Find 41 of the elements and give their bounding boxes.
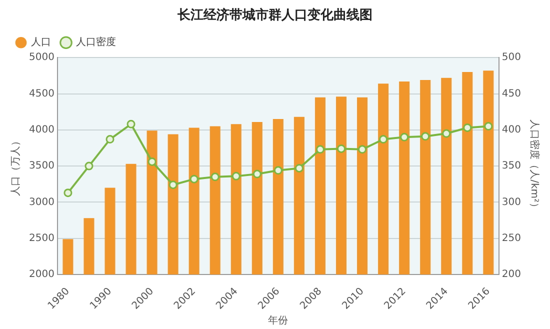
y2-tick-label: 400: [502, 124, 522, 136]
point: [294, 164, 304, 172]
chart-title: 长江经济带城市群人口变化曲线图: [176, 7, 372, 24]
x-axis-title: 年份: [268, 314, 288, 327]
y-tick-label: 4500: [28, 88, 54, 100]
point: [168, 180, 178, 190]
point: [126, 120, 136, 128]
point: [400, 132, 409, 142]
point: [463, 123, 472, 132]
y-tick-label: 5000: [28, 52, 54, 64]
y-tick-label: 2500: [28, 232, 54, 244]
point: [442, 129, 451, 138]
y-tick-label: 4000: [28, 124, 54, 136]
y-axis-title: 人口（万人）: [10, 136, 22, 196]
y2-tick-label: 200: [502, 269, 522, 280]
y2-tick-label: 300: [502, 196, 522, 208]
point: [379, 135, 388, 144]
y2-tick-label: 250: [502, 232, 522, 244]
point: [148, 157, 156, 166]
point: [190, 174, 198, 184]
point: [84, 162, 94, 170]
point: [484, 122, 493, 131]
y2-tick-label: 350: [502, 160, 522, 172]
y-tick-label: 3500: [28, 160, 54, 172]
point: [232, 172, 240, 180]
y2-axis-title: 人口密度（人/km²）: [528, 120, 540, 213]
point: [358, 145, 367, 154]
point: [210, 172, 220, 182]
point: [337, 144, 346, 153]
legend-label: 人口密度: [76, 36, 116, 48]
point: [106, 135, 114, 144]
y2-tick-label: 450: [502, 88, 522, 100]
point: [274, 166, 282, 175]
y-tick-label: 2000: [28, 269, 54, 280]
y-tick-label: 3000: [28, 196, 54, 208]
point: [421, 132, 430, 141]
legend-label: 人口: [31, 37, 51, 48]
point: [252, 170, 262, 178]
point: [64, 188, 72, 198]
y2-tick-label: 500: [502, 52, 522, 64]
point: [316, 145, 324, 154]
